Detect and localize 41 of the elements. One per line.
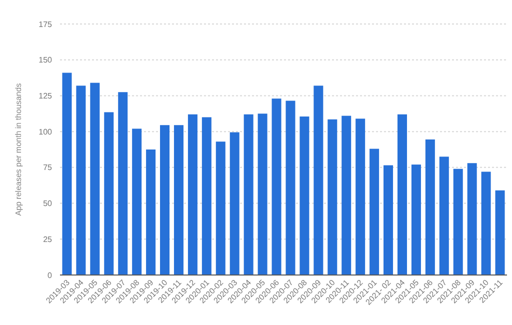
- bar: [328, 119, 338, 275]
- bar: [258, 114, 268, 275]
- bar: [439, 156, 449, 275]
- bar: [118, 92, 128, 275]
- y-tick-label: 75: [43, 163, 53, 172]
- bar: [62, 72, 72, 275]
- bar: [272, 98, 282, 275]
- bar: [90, 82, 100, 275]
- bar: [384, 165, 394, 275]
- bar: [216, 142, 226, 275]
- bar: [202, 117, 212, 275]
- y-tick-label: 25: [43, 234, 53, 244]
- bar: [174, 125, 184, 275]
- y-tick-label: 175: [38, 20, 53, 29]
- bar: [370, 148, 380, 275]
- bar: [76, 86, 86, 275]
- bar: [356, 118, 366, 275]
- bar: [342, 116, 352, 275]
- y-tick-label: 0: [48, 270, 53, 280]
- y-tick-label: 50: [43, 199, 53, 208]
- bar: [314, 86, 324, 275]
- y-tick-label: 150: [38, 56, 53, 65]
- y-tick-label: 100: [38, 127, 53, 136]
- bar: [104, 112, 114, 275]
- bar: [495, 190, 505, 275]
- bar: [230, 132, 240, 275]
- bar: [425, 139, 435, 275]
- bar: [467, 163, 477, 275]
- bar: [300, 116, 310, 275]
- y-axis-title: App releases per month in thousands: [14, 83, 23, 216]
- bar: [481, 172, 491, 275]
- bar: [397, 114, 407, 275]
- bar: [160, 125, 170, 275]
- bar: [188, 114, 198, 275]
- bar: [132, 128, 142, 275]
- y-tick-label: 125: [38, 92, 53, 101]
- bar: [286, 100, 296, 275]
- bar: [146, 150, 156, 275]
- bar: [411, 164, 421, 275]
- bar: [453, 168, 463, 275]
- bar: [244, 114, 254, 275]
